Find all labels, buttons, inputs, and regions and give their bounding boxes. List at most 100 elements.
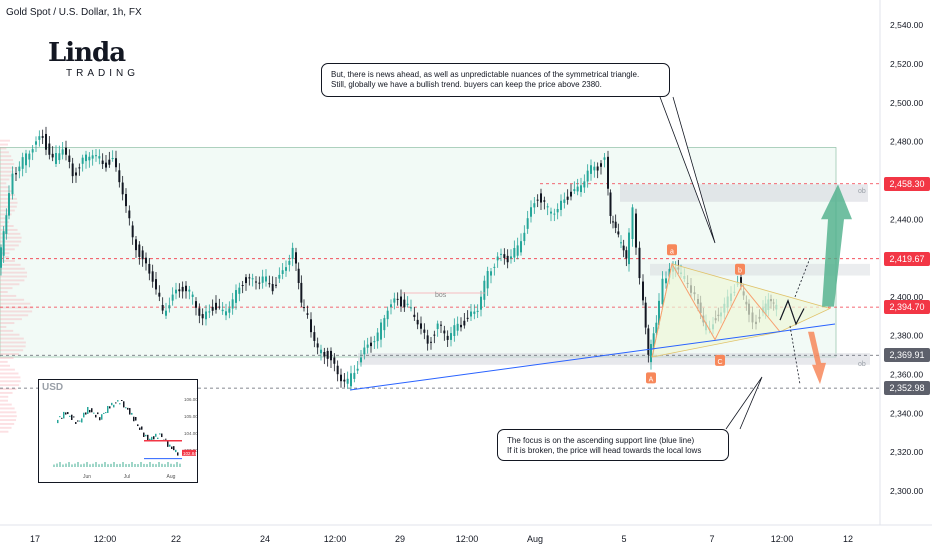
wave-label: b [738,268,742,275]
candle-body [655,322,658,333]
brand-logo: Linda TRADING [48,38,139,79]
candle-body [476,310,479,312]
candle-body [118,170,121,183]
candle-body [600,163,602,167]
volume-profile-bar [0,341,26,344]
inset-candle [85,412,87,415]
volume-profile-bar [0,372,19,375]
candle-body [300,282,303,303]
candle-body [580,185,582,193]
inset-volume-bar [95,462,97,467]
candle-body [11,173,14,195]
inset-candle [177,452,179,456]
candle-body [320,349,322,354]
inset-volume-bar [143,463,145,467]
inset-candle [165,438,167,440]
candle-body [248,277,251,279]
candle-body [108,159,111,165]
candle-body [245,277,247,284]
inset-volume-bar [86,462,88,467]
candle-body [635,213,637,248]
volume-profile-bar [0,426,12,429]
time-tick: 12:00 [324,534,347,544]
candle-body [111,158,114,160]
inset-candle [173,446,175,451]
volume-profile-bar [0,298,25,301]
zone-mid [650,263,870,276]
inset-volume-bar [179,463,181,467]
candle-body [644,302,647,328]
candle-body [198,308,201,316]
price-tick: 2,520.00 [890,59,923,69]
inset-volume-bar [167,462,169,467]
candle-body [609,192,612,216]
candle-body [590,165,592,174]
inset-candle [127,407,129,410]
candle-body [333,357,336,364]
candle-body [576,186,579,192]
candle-body [88,156,91,161]
candle-body [523,232,526,242]
candle-body [61,149,64,155]
candle-body [370,342,372,347]
volume-profile-bar [0,232,21,235]
candle-body [563,199,566,203]
bos-label: bos [435,292,447,299]
candle-body [58,153,61,161]
volume-profile-bar [0,155,12,158]
candle-body [652,333,655,351]
volume-profile-bar [0,139,10,142]
candle-body [45,133,47,150]
candle-body [520,241,522,253]
inset-candle [151,436,153,442]
inset-volume-bar [137,464,139,467]
inset-candle [105,412,107,414]
candle-body [400,296,402,307]
price-tag: 2,419.67 [884,251,930,266]
volume-profile-bar [0,244,19,247]
candle-body [38,136,41,140]
logo-line2: TRADING [66,68,139,79]
candle-body [390,304,392,308]
volume-profile-bar [0,395,9,398]
candle-body [350,373,352,387]
inset-candle [57,419,59,424]
usd-inset-chart: USD 106.00105.00104.00103.00102.84JunJul… [38,379,198,483]
candle-body [138,244,141,257]
volume-profile-bar [0,314,29,317]
volume-profile-bar [0,209,15,212]
volume-profile-bar [0,228,18,231]
price-tick: 2,340.00 [890,408,923,418]
candle-body [15,173,17,175]
candle-body [583,181,586,188]
candle-body [540,193,542,203]
inset-volume-bar [68,462,70,467]
inset-candle [145,434,147,437]
volume-profile-bar [0,349,24,352]
candle-body [647,328,650,355]
inset-volume-bar [152,463,154,467]
candle-body [665,278,667,284]
inset-candle [113,404,115,408]
inset-candle [77,420,79,422]
candle-body [466,317,469,319]
inset-volume-bar [134,463,136,467]
wave-label-box [667,244,677,256]
volume-profile-bar [0,162,15,165]
inset-volume-bar [113,462,115,467]
candle-body [288,260,291,265]
time-tick: 22 [171,534,181,544]
candle-body [486,271,489,289]
candle-body [291,247,294,259]
volume-profile-bar [0,213,12,216]
candle-body [403,299,406,308]
time-tick: 12:00 [456,534,479,544]
ob-zone-upper [620,184,868,202]
inset-candle [129,408,131,415]
time-tick: Aug [527,534,543,544]
inset-candle [131,412,133,415]
candle-body [510,256,512,259]
candle-body [185,285,187,292]
candle-body [353,372,356,379]
